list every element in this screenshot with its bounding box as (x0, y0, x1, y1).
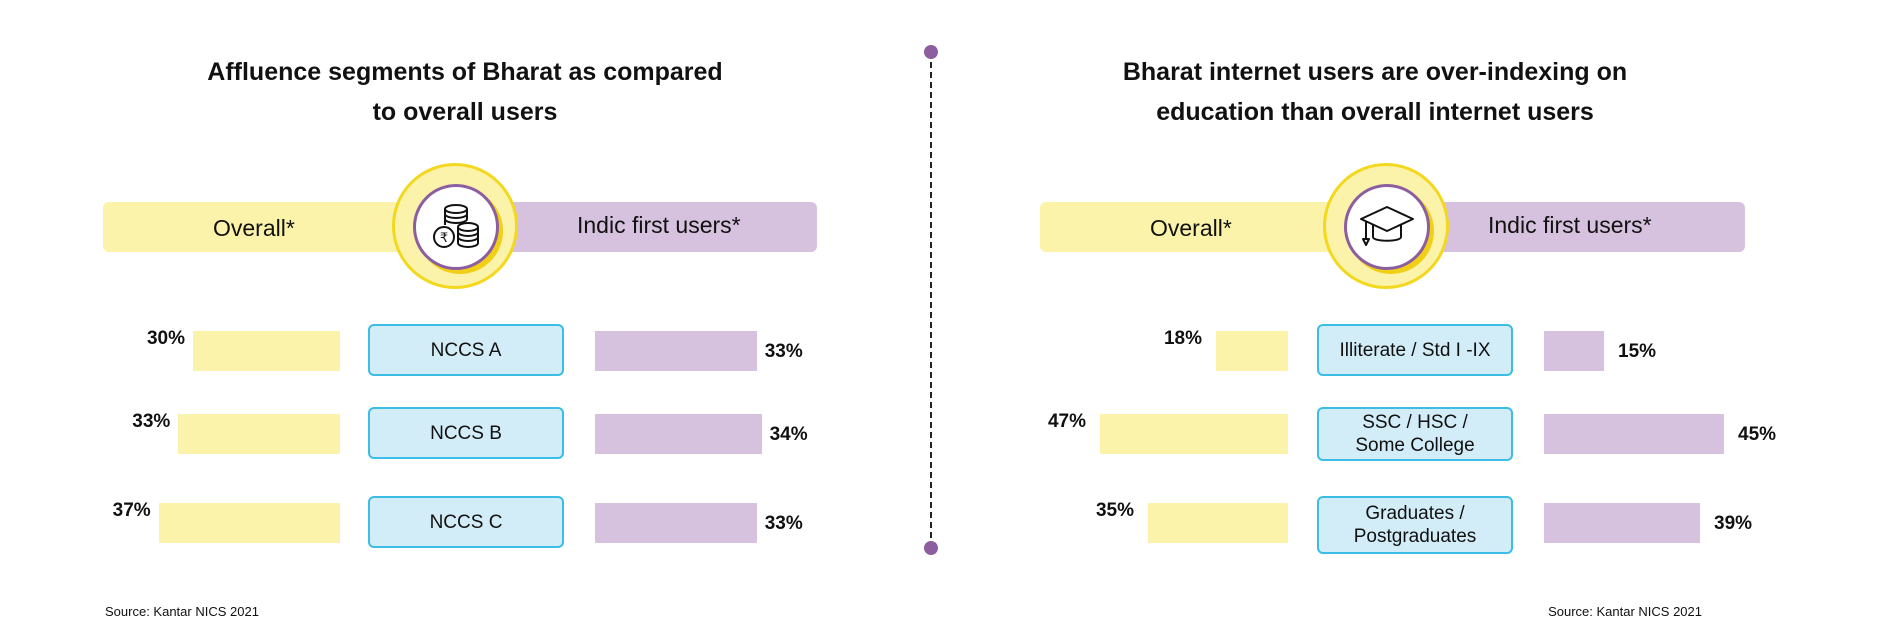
legend-overall-label: Overall* (1150, 215, 1232, 241)
legend-indic-label: Indic first users* (1488, 212, 1652, 238)
category-box: NCCS A (368, 324, 564, 376)
graduation-cap-icon (1360, 206, 1414, 246)
indic-header: Indic first users* (1432, 202, 1745, 252)
overall-bar (178, 414, 340, 454)
coins-rupee-icon: ₹ (433, 204, 479, 248)
category-label: SSC / HSC / Some College (1355, 411, 1474, 457)
indic-bar (595, 331, 757, 371)
category-label: NCCS C (430, 511, 503, 534)
header-badge: ₹ (392, 163, 518, 289)
category-label: NCCS A (431, 339, 502, 362)
category-label-line: Illiterate / Std I -IX (1339, 339, 1491, 361)
title-line: education than overall internet users (1156, 98, 1594, 126)
category-label-line: SSC / HSC / (1362, 412, 1468, 433)
category-label-line: Graduates / (1365, 503, 1465, 524)
overall-bar (1148, 503, 1288, 543)
indic-header: Indic first users* (505, 202, 817, 252)
overall-value-label: 18% (1163, 328, 1202, 349)
category-label: Graduates / Postgraduates (1354, 502, 1477, 548)
title-line: to overall users (372, 98, 558, 126)
indic-value-label: 33% (764, 513, 803, 534)
chart-title: Bharat internet users are over-indexing … (1110, 52, 1640, 132)
category-box: NCCS B (368, 407, 564, 459)
category-label-line: Some College (1355, 435, 1475, 456)
indic-value-label: 45% (1738, 424, 1777, 445)
overall-header: Overall* (103, 202, 423, 252)
category-box: NCCS C (368, 496, 564, 548)
badge-circle: ₹ (413, 184, 499, 270)
indic-value-label: 33% (764, 341, 803, 362)
svg-text:₹: ₹ (440, 231, 448, 246)
indic-bar (595, 414, 762, 454)
header-badge (1323, 163, 1449, 289)
category-label: NCCS B (430, 422, 502, 445)
overall-bar (1216, 331, 1288, 371)
overall-value-label: 47% (1047, 411, 1086, 432)
divider-dot-top (924, 45, 938, 59)
overall-value-label: 35% (1095, 500, 1134, 521)
category-label: Illiterate / Std I -IX (1340, 339, 1491, 362)
indic-value-label: 34% (769, 424, 808, 445)
title-line: Bharat internet users are over-indexing … (1122, 58, 1628, 86)
category-box: Graduates / Postgraduates (1317, 496, 1513, 554)
panel-divider (930, 52, 932, 548)
overall-bar (158, 503, 340, 543)
overall-bar (1100, 414, 1288, 454)
overall-value-label: 30% (146, 328, 185, 349)
badge-circle (1344, 184, 1430, 270)
affluence-chart-panel: Affluence segments of Bharat as compared… (0, 0, 930, 642)
overall-value-label: 33% (132, 411, 171, 432)
indic-bar (595, 503, 757, 543)
overall-bar (193, 331, 340, 371)
legend-overall-label: Overall* (213, 215, 295, 241)
indic-bar (1544, 331, 1604, 371)
source-note: Source: Kantar NICS 2021 (1548, 604, 1702, 619)
category-label-line: NCCS B (430, 422, 502, 444)
indic-bar (1544, 414, 1724, 454)
category-label-line: Postgraduates (1353, 526, 1477, 547)
education-chart-panel: Bharat internet users are over-indexing … (930, 0, 1877, 642)
indic-bar (1544, 503, 1700, 543)
category-box: Illiterate / Std I -IX (1317, 324, 1513, 376)
category-label-line: NCCS A (430, 339, 502, 361)
indic-value-label: 15% (1618, 341, 1657, 362)
category-box: SSC / HSC / Some College (1317, 407, 1513, 461)
category-label-line: NCCS C (429, 511, 503, 533)
divider-dot-bottom (924, 541, 938, 555)
overall-header: Overall* (1040, 202, 1340, 252)
overall-value-label: 37% (112, 500, 151, 521)
source-note: Source: Kantar NICS 2021 (105, 604, 259, 619)
title-line: Affluence segments of Bharat as compared (207, 58, 723, 86)
indic-value-label: 39% (1714, 513, 1753, 534)
legend-indic-label: Indic first users* (577, 212, 741, 238)
chart-title: Affluence segments of Bharat as compared… (0, 52, 930, 132)
